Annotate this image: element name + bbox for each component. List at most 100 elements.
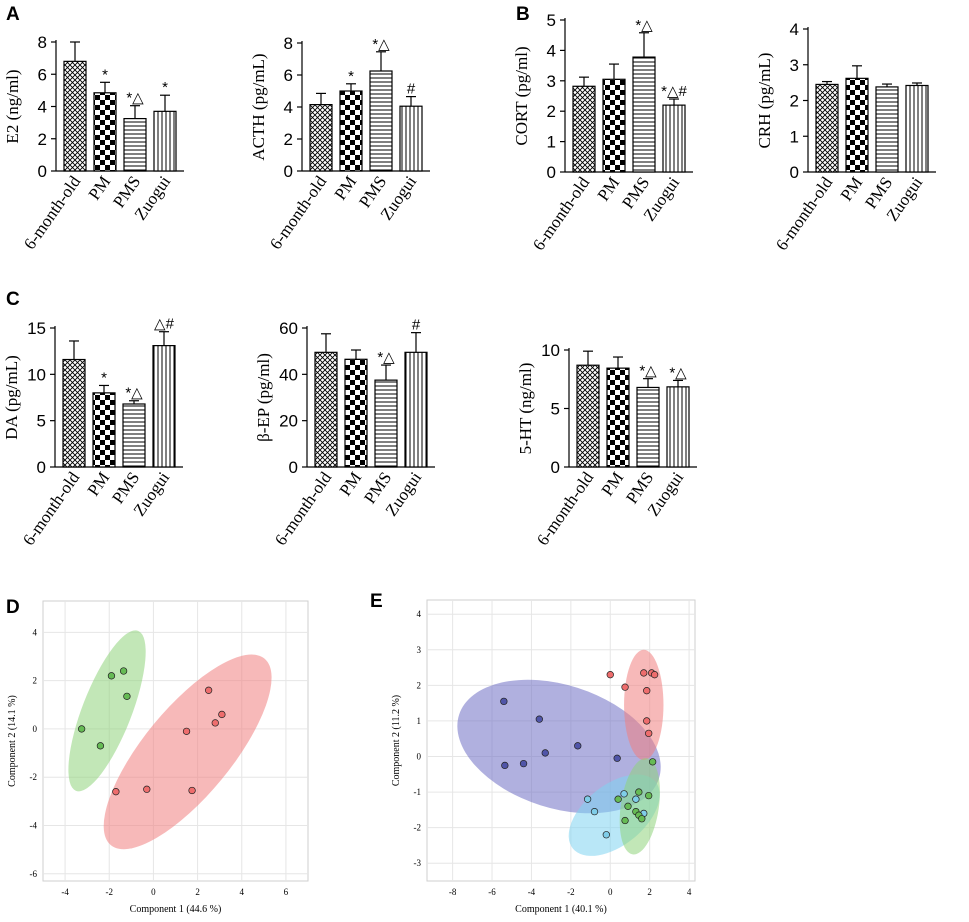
data-point-green [638,815,646,823]
bar [399,105,423,172]
significance-mark: *△ [372,36,390,53]
y-tick-label: 3 [790,56,799,75]
bar [815,83,839,173]
x-tick-label: 0 [608,887,613,897]
bar [339,90,363,172]
significance-mark: *△ [639,363,657,380]
x-tick-label: -6 [488,887,496,897]
data-point-green [635,788,643,796]
y-tick-label: 2 [284,130,293,149]
x-tick-label: -4 [528,887,536,897]
y-tick-label: 2 [790,92,799,111]
significance-mark: △# [154,316,175,333]
category-label: 6-month-old [19,468,84,549]
x-axis-label: Component 1 (44.6 %) [130,904,222,915]
x-tick-label: -2 [567,887,575,897]
data-point-red [645,729,653,738]
y-tick-label: 8 [284,34,293,53]
data-point-red [621,683,629,691]
x-tick-label: 0 [151,887,156,897]
x-tick-label: -2 [106,887,114,897]
data-point-blue [501,761,509,770]
category-label: 6-month-old [266,172,331,253]
data-point-red [143,785,151,793]
pca-plots-layer: D -4 -2 0 2 4 6 -6 -4 -2 0 2 4 Component 1 (44.6 %) Co… [6,591,696,915]
confidence-ellipse-red [103,654,272,850]
panel-label: C [6,289,20,310]
panel-label: D [6,597,20,618]
confidence-ellipse-green [619,758,660,855]
y-axis-label: 5-HT (ng/ml) [516,363,535,455]
pca-plot-D: D -4 -2 0 2 4 6 -6 -4 -2 0 2 4 Component 1 (44.6 %) Co… [6,597,309,915]
data-point-red [650,671,659,679]
bar [62,358,86,468]
y-tick-label: 3 [547,72,556,91]
bar [123,117,147,172]
data-point-blue [535,715,543,723]
bar [314,351,338,468]
data-point-red [640,669,648,677]
y-axis-label: ACTH (pg/mL) [249,53,268,160]
significance-mark: * [101,369,107,386]
y-tick-label: 20 [279,412,298,431]
confidence-ellipse-red [624,649,664,761]
bar [845,77,869,173]
y-tick-label: 15 [27,319,46,338]
bar [152,345,176,468]
x-tick-label: 6 [284,887,289,897]
significance-mark: * [162,79,168,96]
y-tick-label: -2 [414,823,422,833]
y-tick-label: -2 [30,772,38,782]
category-label: 6-month-old [772,173,837,254]
significance-mark: # [412,317,421,334]
y-tick-label: 0 [417,752,422,762]
significance-mark: *△# [661,83,687,100]
data-point-cyan [583,795,592,803]
significance-mark: *△ [377,349,395,366]
y-tick-label: 0 [547,163,556,182]
y-tick-label: 0 [284,162,293,181]
significance-mark: * [348,68,354,85]
x-tick-label: -4 [61,887,69,897]
data-point-blue [613,754,621,762]
data-point-red [211,719,219,727]
y-tick-label: 2 [417,680,422,690]
bar [63,60,87,172]
bar [905,84,929,173]
y-tick-label: 4 [284,98,293,117]
y-tick-label: 0 [551,458,560,477]
data-point-cyan [632,795,640,803]
y-tick-label: 0 [289,458,298,477]
significance-mark: *△ [125,385,143,402]
y-tick-label: 5 [37,412,46,431]
y-tick-label: 4 [790,20,799,39]
data-point-blue [519,759,528,768]
significance-mark: *△ [635,17,653,34]
bar [153,110,177,172]
data-point-cyan [620,790,628,798]
y-axis-label: E2 (ng/ml) [3,69,22,143]
confidence-ellipse-blue [457,679,661,814]
y-tick-label: 1 [547,133,556,152]
y-tick-label: 8 [38,33,47,52]
y-tick-label: 40 [279,365,298,384]
data-point-green [645,791,653,800]
data-point-red [188,786,196,795]
y-tick-label: 1 [790,127,799,146]
bar [632,56,656,173]
x-tick-label: 4 [687,887,692,897]
data-point-red [643,717,651,725]
data-point-green [621,816,629,825]
y-tick-label: 0 [790,163,799,182]
panel-label: E [370,591,383,612]
significance-mark: *△ [669,364,687,381]
bar [374,379,398,468]
data-point-cyan [602,831,610,839]
y-tick-label: 10 [541,341,560,360]
